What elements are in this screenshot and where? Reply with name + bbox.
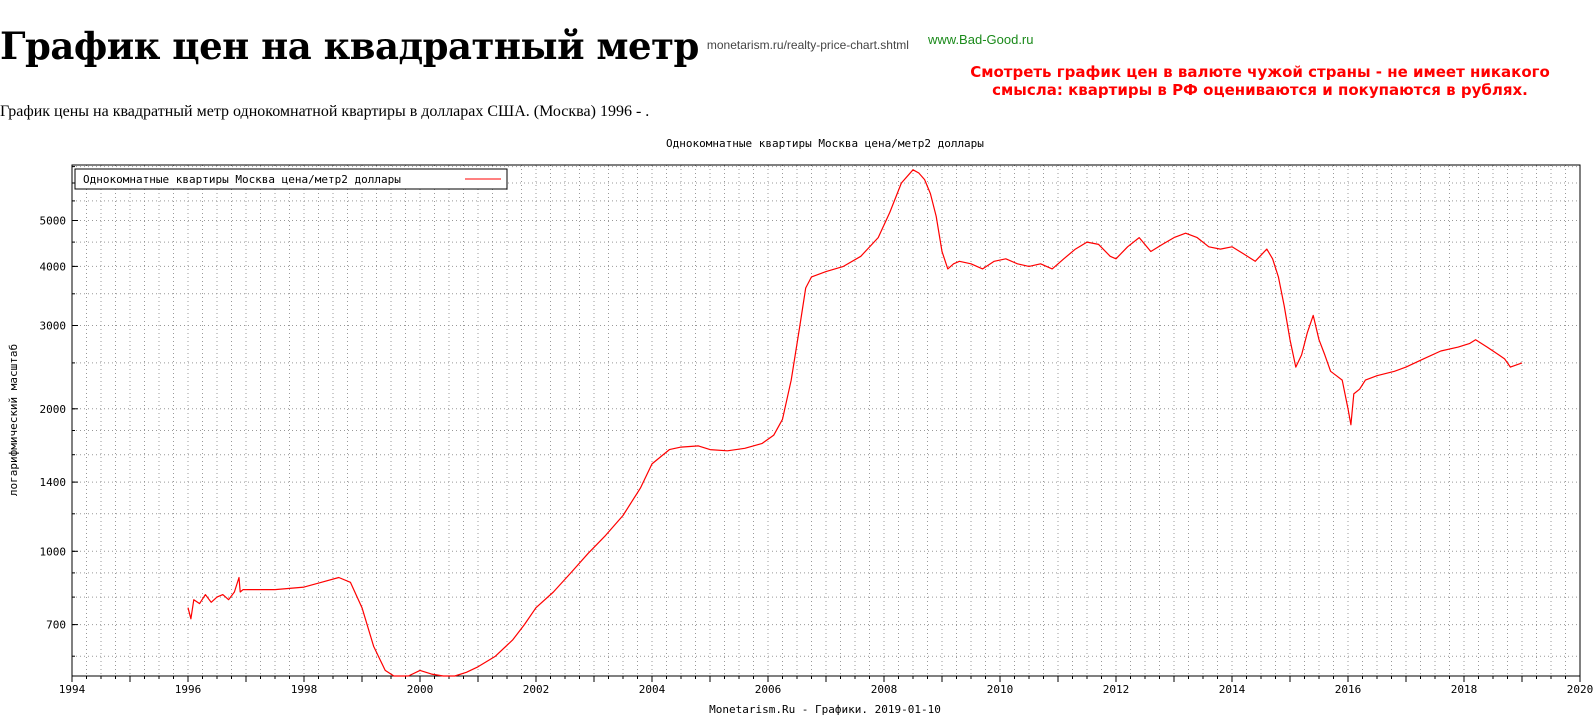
x-axis: 1994 1996 1998 2000 2002 2004 2006 2008 2010 2012… (59, 676, 1594, 696)
warning-note: Смотреть график цен в валюте чужой стран… (970, 63, 1550, 99)
x-tick-label: 2004 (639, 683, 666, 696)
legend: Однокомнатные квартиры Москва цена/метр2… (74, 168, 508, 190)
x-tick-label: 2018 (1451, 683, 1478, 696)
grid-lines (71, 165, 1581, 676)
page-title-text: График цен на квадратный метр (0, 24, 699, 68)
x-tick-label: 2002 (523, 683, 550, 696)
x-tick-label: 2006 (755, 683, 782, 696)
x-tick-label: 2014 (1219, 683, 1246, 696)
x-tick-label: 2016 (1335, 683, 1362, 696)
y-tick-label: 2000 (40, 403, 67, 416)
price-chart: Однокомнатные квартиры Москва цена/метр2… (7, 137, 1594, 716)
chart-title: Однокомнатные квартиры Москва цена/метр2… (666, 137, 984, 150)
x-tick-label: 1996 (175, 683, 202, 696)
x-tick-label: 2012 (1103, 683, 1130, 696)
site-link[interactable]: www.Bad-Good.ru (928, 32, 1034, 47)
x-tick-label: 1998 (291, 683, 318, 696)
x-tick-label: 2008 (871, 683, 898, 696)
source-link[interactable]: monetarism.ru/realty-price-chart.shtml (706, 38, 909, 52)
y-tick-label: 3000 (40, 320, 67, 333)
chart-footer: Monetarism.Ru - Графики. 2019-01-10 (709, 703, 941, 716)
page-title: График цен на квадратный метр monetarism.… (0, 24, 909, 68)
y-tick-label: 1000 (40, 545, 67, 558)
y-tick-label: 4000 (40, 260, 67, 273)
y-tick-label: 700 (46, 619, 66, 632)
x-tick-label: 2000 (407, 683, 434, 696)
y-tick-label: 5000 (40, 215, 67, 228)
x-tick-label: 2020 (1567, 683, 1594, 696)
legend-label: Однокомнатные квартиры Москва цена/метр2… (83, 173, 401, 186)
x-tick-label: 2010 (987, 683, 1014, 696)
series-line (187, 169, 1523, 677)
x-tick-label: 1994 (59, 683, 86, 696)
y-axis: 700 1000 1400 2000 3000 4000 5000 (40, 166, 78, 657)
chart-description: График цены на квадратный метр однокомна… (0, 103, 650, 120)
y-tick-label: 1400 (40, 476, 67, 489)
legend-box (74, 168, 508, 190)
y-axis-label: логарифмический масштаб (7, 344, 20, 496)
